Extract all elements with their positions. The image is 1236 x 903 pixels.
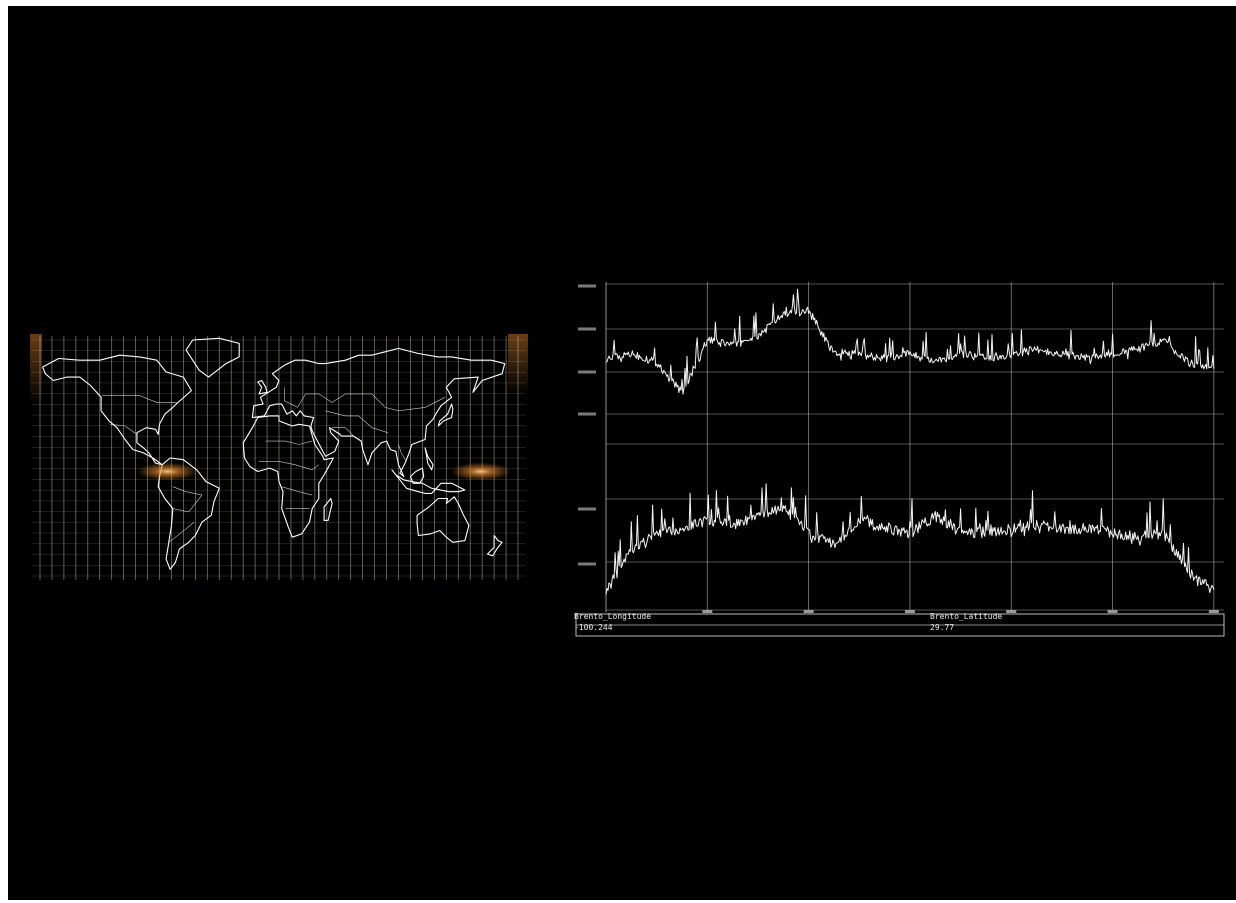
map-glow-points [137, 462, 511, 481]
coastline-borneo [409, 467, 425, 484]
time-series-chart [575, 282, 1225, 637]
series-line-1 [605, 288, 1215, 395]
latitude-label: Brento_Latitude [930, 612, 1003, 621]
latitude-value: 29.77 [930, 623, 955, 632]
chart-y-tick [578, 284, 596, 288]
country-border [172, 486, 203, 513]
chart-x-tick [803, 610, 814, 613]
chart-y-tick [578, 412, 596, 416]
chart-x-tick [1006, 610, 1017, 613]
chart-y-tick [578, 507, 596, 511]
map-grid [32, 336, 526, 580]
coastline-philippines [424, 447, 434, 471]
coastline-uk [257, 379, 268, 395]
country-border [265, 440, 313, 445]
country-border [398, 444, 407, 462]
country-border [325, 410, 388, 433]
chart-x-tick [702, 610, 713, 613]
map-edge-glow-left [30, 334, 42, 404]
coastline-indonesia [391, 469, 466, 494]
chart-grid [605, 282, 1224, 612]
glow-pacific-hotspot [450, 462, 511, 481]
country-border [168, 521, 195, 543]
chart-ticks [578, 284, 1219, 613]
chart-x-tick [904, 610, 915, 613]
coastline-madagascar [323, 497, 333, 521]
country-border [259, 461, 319, 471]
coastline-south-america [157, 457, 220, 570]
dark-screen: Brento_Longitude -100.244 Brento_Latitud… [8, 6, 1236, 900]
longitude-value: -100.244 [574, 623, 613, 632]
country-border [102, 395, 177, 403]
chart-x-tick [1107, 610, 1118, 613]
chart-series [605, 288, 1215, 595]
chart-y-tick [578, 327, 596, 331]
glow-south-america-hotspot [137, 462, 198, 481]
coastline-africa [242, 415, 334, 538]
longitude-label: Brento_Longitude [574, 612, 652, 621]
coastline-north-america [42, 354, 192, 466]
country-border [284, 387, 446, 412]
map-coastlines [42, 337, 506, 570]
coastline-australia [416, 496, 470, 543]
world-map [30, 334, 528, 580]
chart-y-tick [578, 370, 596, 374]
country-border [281, 486, 313, 496]
coastline-greenland [185, 337, 240, 378]
coastline-japan [437, 403, 454, 427]
country-border [332, 427, 354, 437]
chart-x-tick [1208, 610, 1219, 613]
series-line-2 [605, 483, 1215, 595]
coastline-new-zealand [486, 534, 503, 557]
country-border [110, 424, 138, 435]
coastline-eurasia [251, 347, 506, 478]
chart-y-tick [578, 562, 596, 566]
